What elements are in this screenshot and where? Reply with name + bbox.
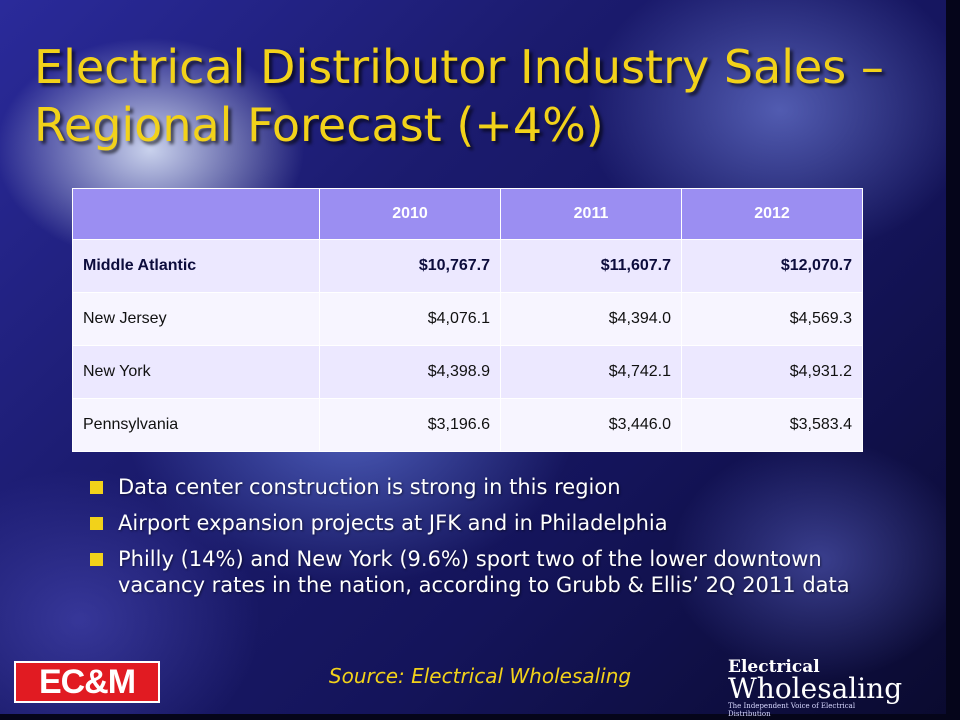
cell-value: $4,569.3 — [681, 292, 863, 346]
table-row: New York $4,398.9 $4,742.1 $4,931.2 — [72, 345, 863, 399]
cell-value: $3,583.4 — [681, 398, 863, 452]
row-label: New Jersey — [72, 292, 320, 346]
row-label: Middle Atlantic — [72, 239, 320, 293]
cell-value: $4,394.0 — [500, 292, 682, 346]
bullet-text: Philly (14%) and New York (9.6%) sport t… — [118, 547, 850, 597]
bottom-edge-bar — [0, 714, 960, 720]
forecast-table: 2010 2011 2012 Middle Atlantic $10,767.7… — [72, 188, 863, 452]
table-row: New Jersey $4,076.1 $4,394.0 $4,569.3 — [72, 292, 863, 346]
table-row: Middle Atlantic $10,767.7 $11,607.7 $12,… — [72, 239, 863, 293]
list-item: Data center construction is strong in th… — [90, 474, 860, 500]
ecm-logo: EC&M — [14, 661, 160, 703]
row-label: New York — [72, 345, 320, 399]
cell-value: $4,398.9 — [319, 345, 501, 399]
logo-line-wholesaling: Wholesaling — [728, 672, 903, 705]
square-bullet-icon — [90, 517, 103, 530]
square-bullet-icon — [90, 553, 103, 566]
table-header-blank — [72, 188, 320, 240]
cell-value: $3,196.6 — [319, 398, 501, 452]
cell-value: $4,076.1 — [319, 292, 501, 346]
bullet-text: Airport expansion projects at JFK and in… — [118, 511, 668, 535]
cell-value: $4,931.2 — [681, 345, 863, 399]
square-bullet-icon — [90, 481, 103, 494]
table-row: Pennsylvania $3,196.6 $3,446.0 $3,583.4 — [72, 398, 863, 452]
logo-line-electrical: Electrical — [728, 657, 820, 677]
bullet-text: Data center construction is strong in th… — [118, 475, 621, 499]
table-header-2010: 2010 — [319, 188, 501, 240]
table-header-row: 2010 2011 2012 — [72, 188, 863, 240]
logo-tagline: The Independent Voice of Electrical Dist… — [728, 702, 856, 718]
cell-value: $11,607.7 — [500, 239, 682, 293]
electrical-wholesaling-logo: Electrical Wholesaling The Independent V… — [728, 657, 903, 718]
table-header-2012: 2012 — [681, 188, 863, 240]
cell-value: $4,742.1 — [500, 345, 682, 399]
right-edge-bar — [946, 0, 960, 720]
table-header-2011: 2011 — [500, 188, 682, 240]
slide-title: Electrical Distributor Industry Sales – … — [34, 40, 884, 152]
cell-value: $10,767.7 — [319, 239, 501, 293]
ecm-logo-text: EC&M — [38, 663, 136, 701]
list-item: Philly (14%) and New York (9.6%) sport t… — [90, 546, 860, 598]
cell-value: $12,070.7 — [681, 239, 863, 293]
cell-value: $3,446.0 — [500, 398, 682, 452]
bullet-list: Data center construction is strong in th… — [90, 474, 860, 608]
row-label: Pennsylvania — [72, 398, 320, 452]
list-item: Airport expansion projects at JFK and in… — [90, 510, 860, 536]
source-note: Source: Electrical Wholesaling — [328, 664, 632, 688]
